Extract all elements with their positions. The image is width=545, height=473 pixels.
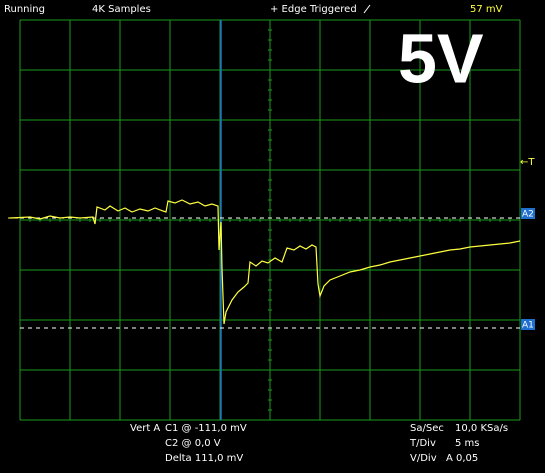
- run-state: Running: [4, 4, 45, 15]
- a2-badge: [521, 208, 535, 219]
- edge-icon: [363, 4, 371, 14]
- volt-div: A 0,05: [446, 453, 478, 464]
- trigger-mode: + Edge Triggered: [270, 4, 357, 15]
- trigger-level: 57 mV: [470, 4, 503, 15]
- time-div-label: T/Div: [409, 438, 436, 449]
- a1-badge: [521, 319, 535, 330]
- graticule: [19, 19, 521, 421]
- voltage-label: 5V: [398, 19, 484, 97]
- a1-label: A1: [522, 321, 534, 331]
- sample-rate: 10,0 KSa/s: [455, 423, 508, 434]
- trigger-marker: ←T: [520, 157, 535, 168]
- delta-readout: Delta 111,0 mV: [165, 453, 243, 464]
- a2-label: A2: [522, 210, 534, 220]
- vert-label: Vert A: [130, 423, 160, 434]
- waveform: [9, 199, 521, 325]
- c2-readout: C2 @ 0,0 V: [165, 438, 221, 449]
- sample-rate-label: Sa/Sec: [410, 423, 444, 434]
- volt-div-label: V/Div: [410, 453, 437, 464]
- c1-readout: C1 @ -111,0 mV: [165, 423, 247, 434]
- time-div: 5 ms: [455, 438, 480, 449]
- sample-count: 4K Samples: [92, 4, 151, 15]
